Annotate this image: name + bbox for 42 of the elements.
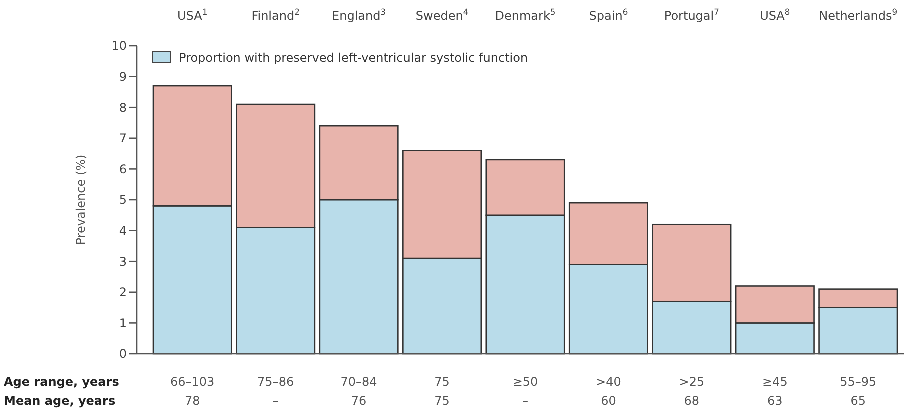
x-tick-label: USA$^{8}$ — [760, 7, 790, 23]
text: 55–95 — [840, 375, 877, 389]
text: – — [522, 394, 528, 408]
y-tick-label: 9 — [119, 70, 127, 84]
y-tick-label: 8 — [119, 100, 127, 115]
y-tick-label: 4 — [119, 224, 127, 238]
y-tick-label: 1 — [119, 316, 127, 330]
text: 75 — [434, 394, 450, 408]
text: Mean age, years — [4, 394, 116, 408]
text: 75 — [434, 375, 450, 389]
text: Age range, years — [4, 375, 120, 389]
text: 68 — [684, 394, 700, 408]
x-tick-label: USA$^{1}$ — [178, 7, 208, 23]
text: 75–86 — [258, 375, 294, 389]
text: 60 — [601, 394, 616, 408]
y-tick-label: 7 — [119, 132, 127, 146]
x-tick-label: Denmark$^{5}$ — [495, 7, 556, 23]
text: >40 — [596, 375, 622, 389]
text: >25 — [679, 375, 705, 389]
legend-label: Proportion with preserved left-ventricular systolic function — [179, 51, 528, 66]
y-tick-label: 2 — [119, 286, 127, 300]
text: 65 — [850, 394, 866, 408]
x-tick-label: Spain$^{6}$ — [589, 7, 628, 23]
text: ≥45 — [762, 375, 788, 389]
x-tick-label: Portugal$^{7}$ — [664, 7, 720, 23]
y-tick-label: 6 — [119, 162, 127, 176]
text: 63 — [768, 394, 783, 408]
text: ≥50 — [512, 375, 538, 389]
y-tick-label: 0 — [119, 347, 127, 362]
text: 70–84 — [340, 375, 378, 389]
y-tick-label: 5 — [119, 193, 127, 208]
y-tick-label: 10 — [112, 39, 127, 54]
y-tick-label: 3 — [119, 254, 127, 269]
x-tick-label: Sweden$^{4}$ — [416, 7, 469, 23]
x-tick-label: Netherlands$^{9}$ — [819, 7, 898, 23]
y-axis-title: Prevalence (%) — [74, 154, 88, 246]
x-tick-label: Finland$^{2}$ — [252, 7, 300, 23]
x-tick-label: England$^{3}$ — [332, 7, 386, 23]
text: 66–103 — [170, 375, 215, 389]
text: – — [272, 394, 279, 408]
text: 76 — [351, 394, 367, 408]
text: 78 — [184, 394, 200, 408]
